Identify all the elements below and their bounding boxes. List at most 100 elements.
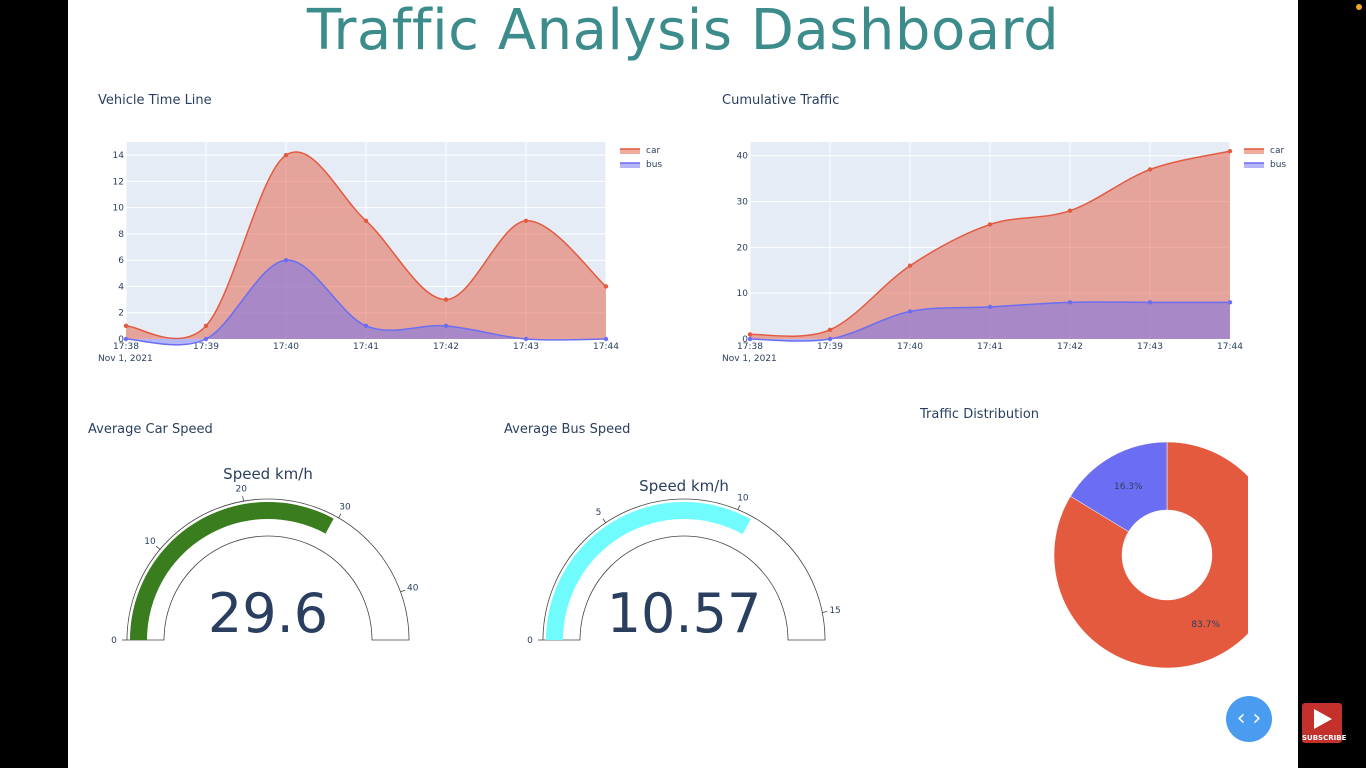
- cumulative-car-point[interactable]: [1227, 148, 1233, 154]
- timeline-date-label: Nov 1, 2021: [98, 354, 153, 364]
- cumulative-x-tick-label: 17:38: [737, 342, 763, 352]
- distribution-donut[interactable]: 83.7% 16.3%: [968, 430, 1248, 680]
- bus-gauge-value: 10.57: [607, 582, 762, 645]
- cumulative-bus-point[interactable]: [1227, 300, 1233, 305]
- timeline-bus-point[interactable]: [523, 336, 529, 342]
- cumulative-y-tick-label: 30: [737, 198, 749, 208]
- status-dot: [1356, 4, 1362, 10]
- timeline-x-tick-label: 17:44: [593, 342, 619, 352]
- cumulative-date-label: Nov 1, 2021: [722, 354, 777, 364]
- cumulative-chart-title: Cumulative Traffic: [722, 93, 840, 108]
- timeline-x-tick-label: 17:42: [433, 342, 459, 352]
- timeline-y-tick-label: 14: [113, 151, 125, 161]
- car-gauge-tick-label: 0: [111, 636, 117, 646]
- cumulative-car-point[interactable]: [827, 327, 833, 333]
- timeline-x-tick-label: 17:41: [353, 342, 379, 352]
- timeline-car-point[interactable]: [523, 218, 529, 223]
- bus-gauge-bar: [546, 501, 751, 640]
- bus-gauge-tick: [602, 518, 606, 523]
- cumulative-x-tick-label: 17:40: [897, 342, 923, 352]
- timeline-car-point[interactable]: [283, 152, 289, 158]
- play-icon: [1314, 709, 1332, 729]
- cumulative-x-tick-label: 17:42: [1057, 342, 1083, 352]
- car-gauge-tick: [242, 496, 244, 502]
- cumulative-y-tick-label: 0: [742, 335, 748, 345]
- cumulative-bus-area: [750, 302, 1230, 342]
- cumulative-chart[interactable]: 0 10 20 30 40 17:38 17:39 17:40 17:41 17:42 17:43 1…: [712, 130, 1312, 370]
- bus-speed-title: Average Bus Speed: [504, 422, 631, 437]
- dashboard-page: Traffic Analysis Dashboard Vehicle Time …: [68, 0, 1362, 768]
- donut-slice-bus[interactable]: [1070, 441, 1168, 532]
- timeline-y-tick-label: 0: [118, 335, 124, 345]
- cumulative-legend-bus[interactable]: bus: [1270, 160, 1286, 170]
- car-speed-gauge: 0 10 20 30 40 Speed km/h 29.6: [111, 465, 419, 646]
- timeline-bus-point[interactable]: [123, 336, 129, 342]
- cumulative-legend-car[interactable]: car: [1270, 146, 1284, 156]
- cumulative-x-tick-label: 17:39: [817, 342, 843, 352]
- cumulative-car-point[interactable]: [907, 263, 913, 268]
- bus-gauge-tick-label: 0: [527, 636, 533, 646]
- bus-gauge-tick-label: 5: [596, 508, 602, 518]
- cumulative-car-point[interactable]: [1147, 167, 1153, 172]
- timeline-legend-swatch: [620, 163, 640, 168]
- cumulative-car-area: [750, 151, 1230, 339]
- car-gauge-tick-label: 20: [236, 484, 248, 494]
- cumulative-x-tick-label: 17:41: [977, 342, 1003, 352]
- timeline-car-point[interactable]: [203, 323, 209, 329]
- timeline-legend-car[interactable]: car: [646, 146, 660, 156]
- timeline-bus-point[interactable]: [443, 323, 449, 329]
- timeline-x-tick-label: 17:40: [273, 342, 299, 352]
- timeline-y-tick-label: 8: [118, 230, 124, 240]
- timeline-legend-swatch: [620, 149, 640, 154]
- cumulative-bus-point[interactable]: [1067, 300, 1073, 305]
- subscribe-label: SUBSCRIBE: [1302, 734, 1347, 742]
- timeline-car-point[interactable]: [443, 297, 449, 302]
- timeline-bus-point[interactable]: [283, 258, 289, 263]
- page-title: Traffic Analysis Dashboard: [306, 0, 1060, 63]
- cumulative-bus-point[interactable]: [987, 304, 993, 310]
- cumulative-car-point[interactable]: [747, 332, 753, 337]
- cumulative-bus-point[interactable]: [747, 336, 753, 342]
- car-gauge-tick: [155, 545, 161, 550]
- timeline-chart[interactable]: 0 2 4 6 8 10 12 14 17:38 17:39 17:40 17:41 17:42 17:4…: [88, 130, 688, 370]
- timeline-x-tick-label: 17:39: [193, 342, 219, 352]
- car-gauge-value: 29.6: [208, 582, 328, 645]
- cumulative-bus-point[interactable]: [907, 309, 913, 314]
- distribution-title: Traffic Distribution: [920, 407, 1040, 422]
- subscribe-button[interactable]: SUBSCRIBE: [1302, 703, 1347, 743]
- timeline-bus-point[interactable]: [603, 336, 609, 342]
- cumulative-y-tick-label: 10: [737, 289, 749, 299]
- timeline-y-tick-label: 10: [113, 204, 125, 214]
- cumulative-car-point[interactable]: [987, 222, 993, 227]
- cumulative-car-point[interactable]: [1067, 208, 1073, 213]
- bus-gauge-tick: [737, 504, 741, 510]
- car-gauge-tick-label: 30: [339, 503, 351, 513]
- timeline-y-tick-label: 2: [118, 309, 124, 319]
- timeline-car-point[interactable]: [123, 323, 129, 329]
- donut-label-car: 83.7%: [1191, 620, 1220, 630]
- timeline-bus-point[interactable]: [363, 323, 369, 329]
- timeline-y-tick-label: 6: [118, 256, 124, 266]
- bus-gauge-tick-label: 10: [737, 494, 749, 504]
- cumulative-y-tick-label: 40: [737, 152, 749, 162]
- timeline-car-point[interactable]: [363, 218, 369, 223]
- code-nav-button[interactable]: ‹ ›: [1226, 696, 1272, 742]
- timeline-y-tick-label: 4: [118, 282, 124, 292]
- timeline-car-area: [126, 151, 606, 339]
- cumulative-x-tick-label: 17:44: [1217, 342, 1243, 352]
- cumulative-bus-point[interactable]: [1147, 300, 1153, 305]
- cumulative-y-tick-label: 20: [737, 243, 749, 253]
- car-gauge-tick-label: 40: [407, 583, 419, 593]
- timeline-chart-title: Vehicle Time Line: [98, 93, 212, 108]
- car-gauge-tick-label: 10: [144, 537, 156, 547]
- cumulative-bus-point[interactable]: [827, 336, 833, 342]
- timeline-x-tick-label: 17:38: [113, 342, 139, 352]
- timeline-bus-point[interactable]: [203, 336, 209, 342]
- car-speed-title: Average Car Speed: [88, 422, 213, 437]
- cumulative-x-tick-label: 17:43: [1137, 342, 1163, 352]
- car-gauge-label: Speed km/h: [223, 465, 313, 483]
- timeline-legend-bus[interactable]: bus: [646, 160, 662, 170]
- timeline-car-point[interactable]: [603, 284, 609, 289]
- timeline-y-tick-label: 12: [113, 177, 124, 187]
- bus-gauge-label: Speed km/h: [639, 477, 729, 495]
